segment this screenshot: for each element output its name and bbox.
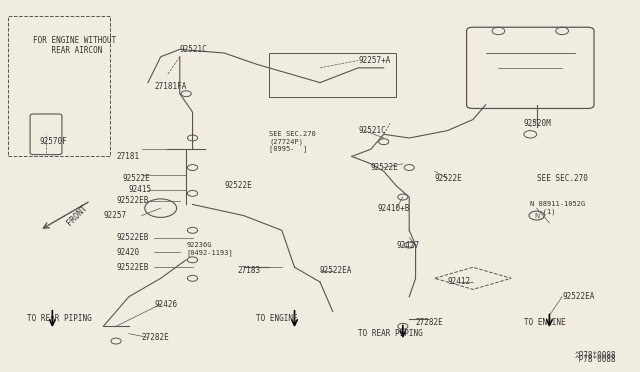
Text: 92257+A: 92257+A	[358, 56, 390, 65]
Text: TO REAR PIPING: TO REAR PIPING	[27, 314, 92, 323]
Text: 92410+B: 92410+B	[378, 203, 410, 213]
Text: TO ENGINE: TO ENGINE	[524, 318, 566, 327]
Text: 92522E: 92522E	[225, 182, 252, 190]
Text: TO REAR PIPING: TO REAR PIPING	[358, 329, 423, 338]
Text: FOR ENGINE WITHOUT
    REAR AIRCON: FOR ENGINE WITHOUT REAR AIRCON	[33, 36, 116, 55]
Text: 92521C: 92521C	[358, 126, 386, 135]
Text: 92257: 92257	[103, 211, 127, 220]
Text: 92522E: 92522E	[122, 174, 150, 183]
Text: 92420: 92420	[116, 248, 140, 257]
Text: N 08911-1052G
   (1): N 08911-1052G (1)	[531, 201, 586, 215]
Text: 92522E: 92522E	[435, 174, 463, 183]
Text: 92522EB: 92522EB	[116, 263, 148, 272]
Text: 92427: 92427	[396, 241, 420, 250]
Text: FRONT: FRONT	[65, 203, 89, 228]
Text: 27181: 27181	[116, 152, 140, 161]
Text: SEE SEC.270
(27724P)
[0995-  ]: SEE SEC.270 (27724P) [0995- ]	[269, 131, 316, 152]
Text: 92522EA: 92522EA	[320, 266, 353, 275]
Text: N: N	[534, 213, 540, 219]
Text: ^P78*0088: ^P78*0088	[575, 355, 616, 364]
Bar	[269, 53, 396, 97]
Text: 92570F: 92570F	[40, 137, 67, 146]
Text: 92522EB: 92522EB	[116, 233, 148, 242]
Text: TO ENGINE: TO ENGINE	[256, 314, 298, 323]
Text: 92236G
[0492-1193]: 92236G [0492-1193]	[186, 242, 233, 256]
Text: 27183: 27183	[237, 266, 260, 275]
Text: 92426: 92426	[154, 300, 177, 309]
Text: SEE SEC.270: SEE SEC.270	[537, 174, 588, 183]
Text: 92522E: 92522E	[371, 163, 399, 172]
Text: 27181FA: 27181FA	[154, 82, 187, 91]
Text: 92521C: 92521C	[180, 45, 207, 54]
Text: 27282E: 27282E	[141, 333, 170, 342]
Text: ^P78*0088: ^P78*0088	[575, 350, 616, 359]
Text: 92522EA: 92522EA	[562, 292, 595, 301]
Text: 27282E: 27282E	[415, 318, 444, 327]
Text: 92412: 92412	[447, 278, 470, 286]
Text: 92520M: 92520M	[524, 119, 552, 128]
Text: 92522EB: 92522EB	[116, 196, 148, 205]
Text: 92415: 92415	[129, 185, 152, 194]
